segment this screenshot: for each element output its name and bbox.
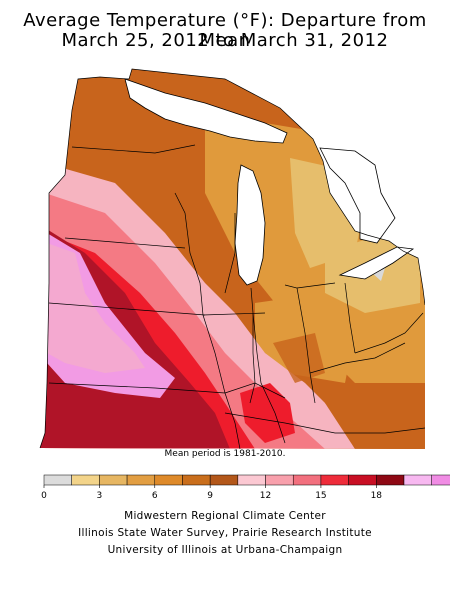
- lake-michigan: [234, 164, 266, 286]
- legend-swatch: [403, 474, 432, 486]
- legend-tick-label: 3: [97, 491, 103, 500]
- lakes: [124, 78, 415, 286]
- legend-swatch: [376, 474, 405, 486]
- color-scale-legend: 0 3 6 9 12 15 18: [41, 474, 450, 500]
- legend-swatch: [126, 474, 156, 486]
- credit-line3: University of Illinois at Urbana-Champai…: [107, 544, 343, 556]
- legend-tick-label: 0: [41, 491, 47, 500]
- legend-swatch: [209, 474, 239, 486]
- legend-swatch: [320, 474, 349, 486]
- legend-swatch: [348, 474, 377, 486]
- legend-swatch: [431, 474, 450, 486]
- legend-tick-label: 6: [152, 491, 158, 500]
- legend-swatch: [43, 474, 72, 486]
- legend-swatch: [99, 474, 128, 486]
- legend-tick-label: 9: [207, 491, 213, 500]
- lake-erie: [338, 246, 415, 280]
- map-title-line2: March 25, 2012 to March 31, 2012: [61, 30, 389, 51]
- legend-swatch: [265, 474, 294, 486]
- temperature-departure-map: [39, 68, 425, 449]
- legend-tick-label: 15: [315, 491, 326, 500]
- legend-swatch: [292, 474, 322, 486]
- lake-superior: [124, 78, 288, 144]
- state-borders: [39, 68, 425, 449]
- lake-huron: [319, 147, 396, 244]
- legend-swatch: [237, 474, 266, 486]
- legend-swatch: [154, 474, 183, 486]
- legend-swatch: [71, 474, 100, 486]
- mean-period-note: Mean period is 1981-2010.: [164, 449, 286, 459]
- credit-line1: Midwestern Regional Climate Center: [124, 510, 326, 522]
- legend-tick-label: 12: [260, 491, 271, 500]
- credit-line2: Illinois State Water Survey, Prairie Res…: [78, 527, 372, 539]
- legend-tick-label: 18: [371, 491, 383, 500]
- legend-swatch: [182, 474, 211, 486]
- map-title-line1: Average Temperature (°F): Departure from…: [23, 10, 427, 51]
